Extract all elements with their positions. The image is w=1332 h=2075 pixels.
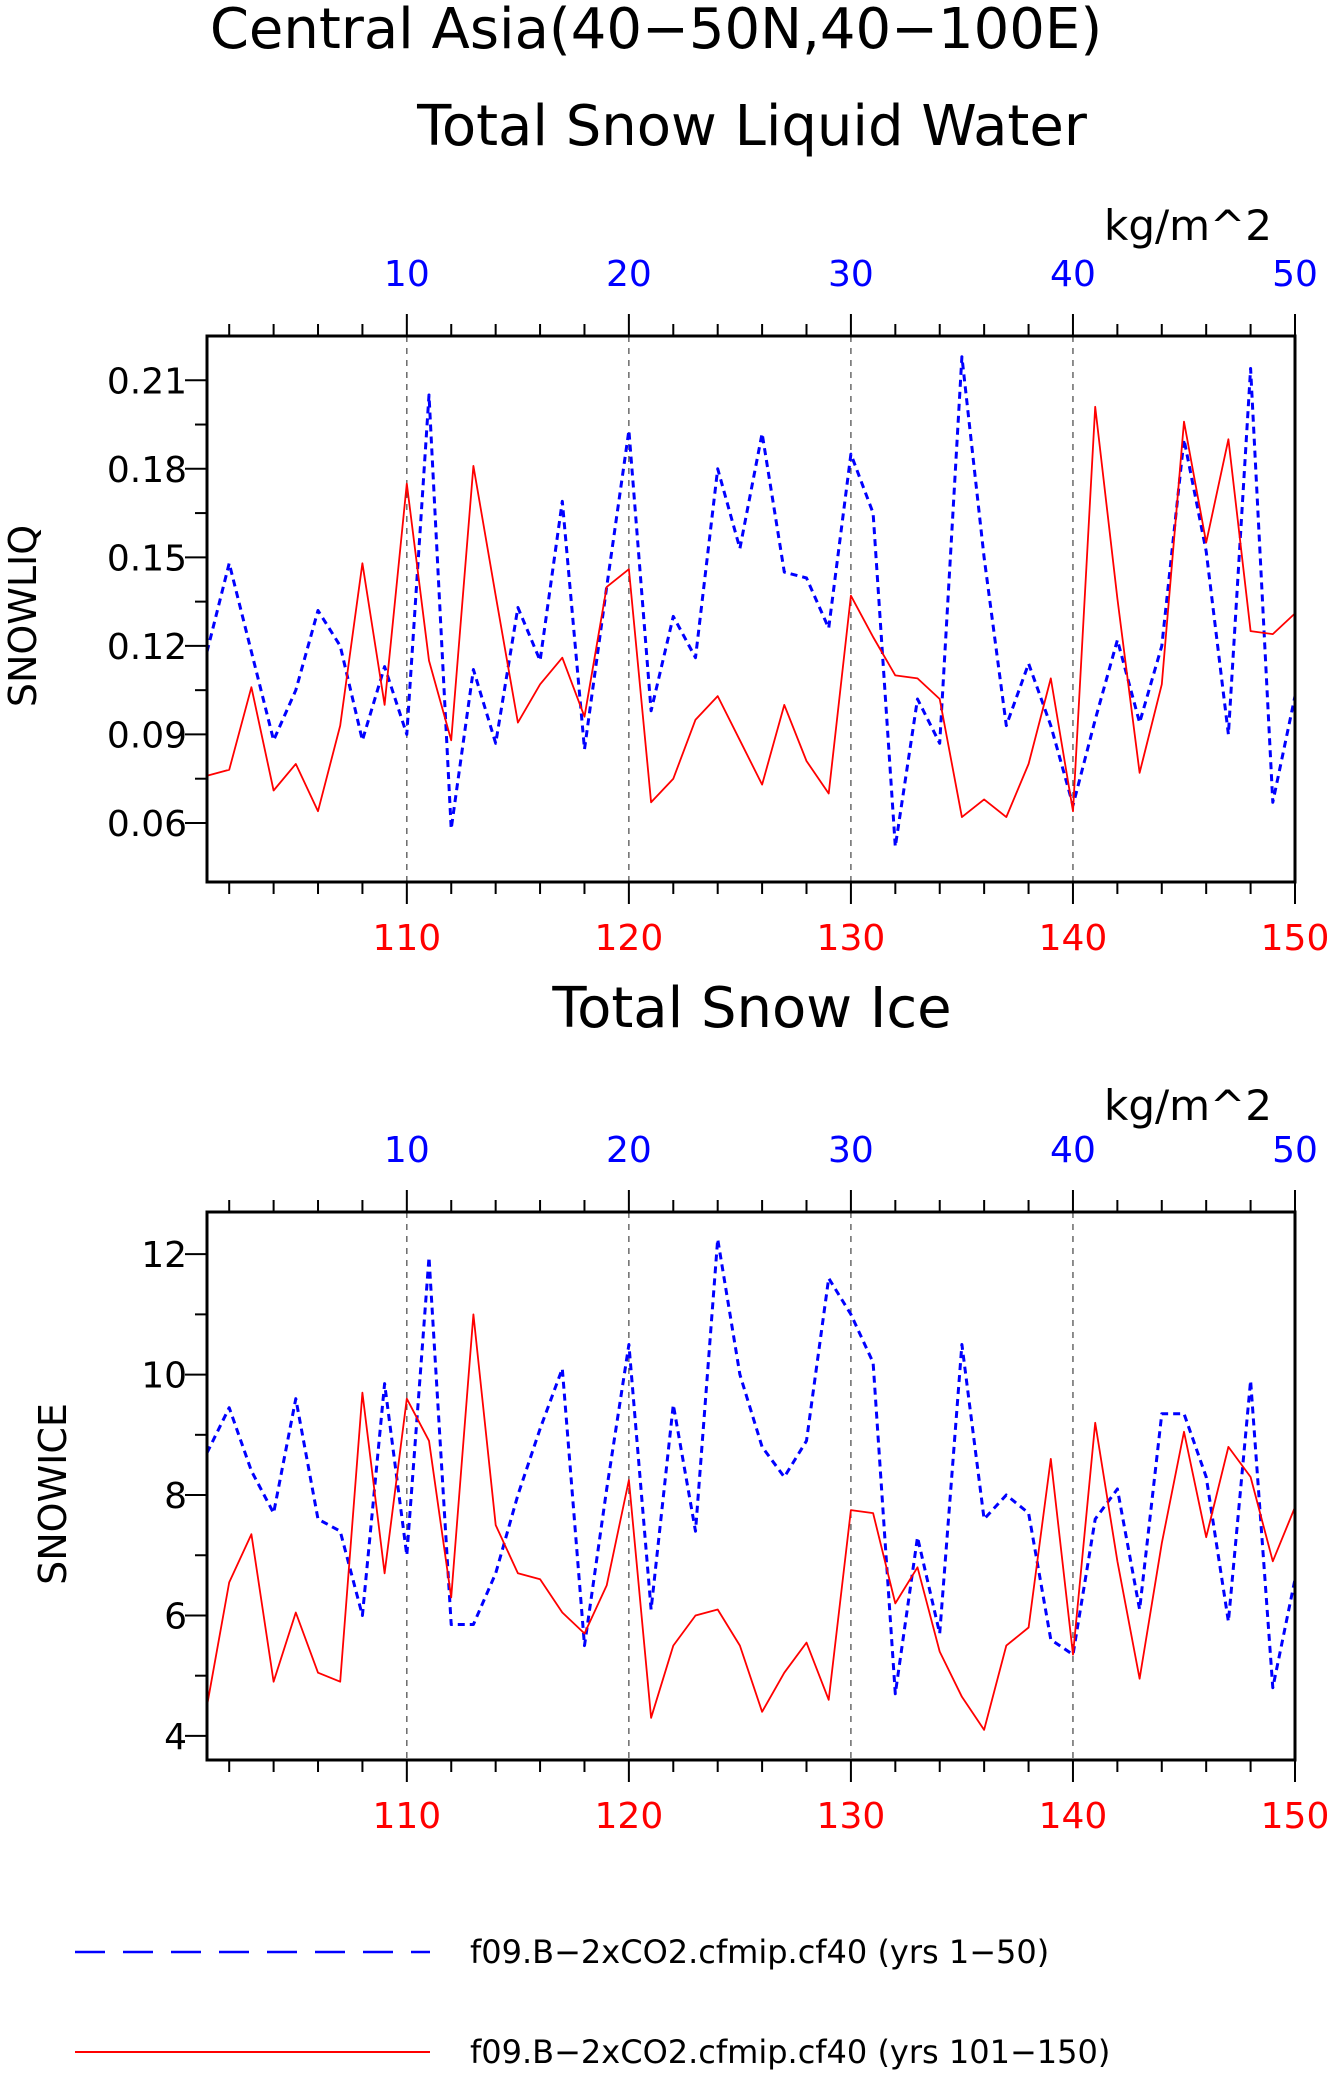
- series-line-yrs-101-150: [206, 1313, 1296, 1731]
- y-axis-label: SNOWLIQ: [1, 525, 45, 707]
- y-tick-label: 6: [164, 1596, 187, 1637]
- bottom-tick-label: 150: [1261, 1796, 1330, 1837]
- snowliq-panel: Total Snow Liquid Water kg/m^2 SNOWLIQ 1…: [1, 94, 1329, 959]
- units-label: kg/m^2: [1104, 1081, 1272, 1130]
- figure-title: Central Asia(40−50N,40−100E): [210, 0, 1102, 62]
- bottom-tick-label: 140: [1039, 918, 1108, 959]
- panel-title: Total Snow Ice: [551, 976, 951, 1041]
- y-tick-label: 0.21: [107, 361, 187, 402]
- plot-frame: [205, 1210, 1297, 1762]
- y-tick-label: 0.06: [107, 804, 187, 845]
- y-tick-label: 8: [164, 1476, 187, 1517]
- bottom-tick-label: 120: [595, 918, 664, 959]
- panel-title: Total Snow Liquid Water: [416, 94, 1088, 159]
- y-tick-label: 4: [164, 1717, 187, 1758]
- bottom-tick-label: 120: [595, 1796, 664, 1837]
- series-line-yrs-101-150: [206, 405, 1296, 818]
- bottom-tick-label: 150: [1261, 918, 1330, 959]
- top-tick-label: 50: [1272, 1130, 1318, 1171]
- top-tick-label: 50: [1272, 254, 1318, 295]
- bottom-tick-label: 140: [1039, 1796, 1108, 1837]
- legend-label: f09.B−2xCO2.cfmip.cf40 (yrs 101−150): [470, 2033, 1110, 2071]
- top-tick-label: 10: [384, 1130, 430, 1171]
- bottom-tick-label: 130: [817, 1796, 886, 1837]
- y-tick-label: 0.15: [107, 538, 187, 579]
- bottom-tick-label: 110: [372, 918, 441, 959]
- y-tick-label: 12: [141, 1235, 187, 1276]
- bottom-tick-label: 110: [372, 1796, 441, 1837]
- bottom-tick-label: 130: [817, 918, 886, 959]
- y-tick-label: 0.18: [107, 450, 187, 491]
- top-tick-label: 20: [606, 254, 652, 295]
- top-tick-label: 40: [1050, 254, 1096, 295]
- y-tick-label: 10: [141, 1356, 187, 1397]
- series-line-yrs-1-50: [205, 355, 1297, 849]
- legend-label: f09.B−2xCO2.cfmip.cf40 (yrs 1−50): [470, 1933, 1049, 1971]
- top-tick-label: 30: [828, 254, 874, 295]
- y-tick-label: 0.09: [107, 715, 187, 756]
- top-tick-label: 40: [1050, 1130, 1096, 1171]
- y-axis-label: SNOWICE: [31, 1403, 75, 1585]
- top-tick-label: 10: [384, 254, 430, 295]
- y-tick-label: 0.12: [107, 627, 187, 668]
- legend: f09.B−2xCO2.cfmip.cf40 (yrs 1−50) f09.B−…: [75, 1933, 1110, 2071]
- top-tick-label: 30: [828, 1130, 874, 1171]
- snowice-panel: Total Snow Ice kg/m^2 SNOWICE 10 20 30 40 50…: [31, 976, 1329, 1837]
- series-line-yrs-1-50: [205, 1237, 1297, 1696]
- plot-frame: [205, 334, 1297, 884]
- top-tick-label: 20: [606, 1130, 652, 1171]
- units-label: kg/m^2: [1104, 201, 1272, 250]
